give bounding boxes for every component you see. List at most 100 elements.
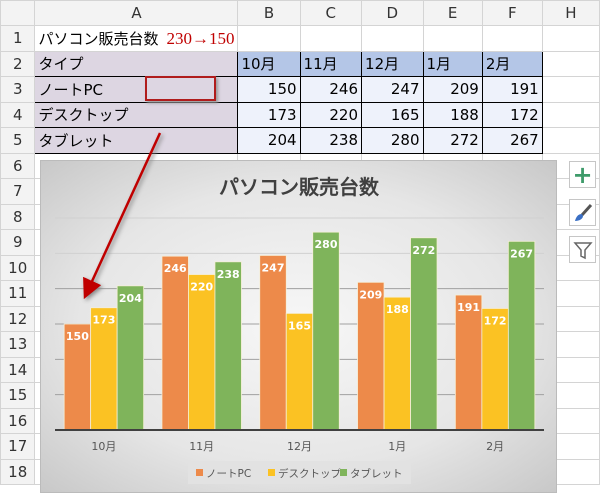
chart-title: パソコン販売台数 xyxy=(219,175,380,199)
chart[interactable]: パソコン販売台数 150 173 204 10月 246 220 238 11月 247 165 28… xyxy=(40,160,557,493)
data-label: 247 xyxy=(262,261,285,274)
legend-label: タブレット xyxy=(350,467,403,480)
data-label: 272 xyxy=(412,244,435,257)
cell[interactable]: 173 xyxy=(237,101,301,128)
column-header[interactable]: B xyxy=(237,0,301,26)
legend-swatch xyxy=(340,469,347,476)
cell[interactable]: 2月 xyxy=(481,50,543,77)
selected-cell-b3[interactable] xyxy=(145,76,216,101)
column-header[interactable]: H xyxy=(541,0,600,26)
cell[interactable]: 165 xyxy=(361,101,424,128)
cell[interactable]: 247 xyxy=(361,76,424,103)
data-label: 173 xyxy=(92,314,115,327)
legend-label: ノートPC xyxy=(206,468,251,480)
column-header[interactable]: C xyxy=(299,0,363,26)
row-header[interactable]: 7 xyxy=(0,178,36,205)
cell[interactable]: タブレット xyxy=(34,127,239,154)
cell[interactable]: 280 xyxy=(361,127,424,154)
cell[interactable]: デスクトップ xyxy=(34,101,239,128)
cell[interactable]: 150 xyxy=(237,76,301,103)
data-label: 188 xyxy=(386,303,409,316)
data-label: 172 xyxy=(484,314,507,327)
bar xyxy=(116,285,145,431)
bar xyxy=(481,308,509,431)
row-header[interactable]: 9 xyxy=(0,229,36,256)
cell[interactable]: 11月 xyxy=(299,50,363,77)
column-header[interactable]: D xyxy=(361,0,424,26)
chart-styles-button[interactable] xyxy=(569,199,596,226)
row-header[interactable]: 3 xyxy=(0,76,36,103)
bar xyxy=(259,255,287,431)
cell[interactable] xyxy=(481,25,543,52)
cell[interactable]: 204 xyxy=(237,127,301,154)
column-header[interactable]: F xyxy=(481,0,543,26)
bar xyxy=(214,261,242,431)
column-header[interactable]: E xyxy=(422,0,483,26)
row-header[interactable]: 15 xyxy=(0,382,36,409)
cell-text: パソコン販売台数 xyxy=(38,29,159,48)
cell[interactable]: 188 xyxy=(422,101,483,128)
cell[interactable] xyxy=(541,25,600,52)
cell[interactable]: 209 xyxy=(422,76,483,103)
bar xyxy=(90,307,118,431)
chart-filters-button[interactable] xyxy=(569,236,596,263)
cell[interactable]: 272 xyxy=(422,127,483,154)
cell[interactable] xyxy=(422,25,483,52)
bar xyxy=(357,281,385,431)
cell[interactable] xyxy=(541,50,600,77)
bar xyxy=(383,296,411,431)
row-header[interactable]: 18 xyxy=(0,458,36,485)
bar xyxy=(188,274,216,431)
category-label: 10月 xyxy=(91,440,116,453)
cell[interactable] xyxy=(361,25,424,52)
bar xyxy=(312,231,340,431)
row-header[interactable]: 4 xyxy=(0,101,36,128)
cell[interactable]: パソコン販売台数 230→150 xyxy=(34,25,239,52)
cell[interactable]: 172 xyxy=(481,101,543,128)
bar xyxy=(410,237,438,431)
row-header[interactable]: 12 xyxy=(0,305,36,332)
cell[interactable]: 238 xyxy=(299,127,363,154)
annotation-text: 230→150 xyxy=(166,28,235,48)
legend-swatch xyxy=(196,469,203,476)
category-label: 2月 xyxy=(486,440,504,453)
legend-box xyxy=(188,461,411,484)
row-header[interactable]: 14 xyxy=(0,356,36,383)
cell[interactable] xyxy=(237,25,301,52)
cell[interactable]: 1月 xyxy=(422,50,483,77)
cell[interactable] xyxy=(541,101,600,128)
plus-icon: + xyxy=(572,160,593,189)
cell[interactable] xyxy=(541,127,600,154)
cell[interactable]: 12月 xyxy=(361,50,424,77)
cell[interactable]: 220 xyxy=(299,101,363,128)
cell[interactable]: 191 xyxy=(481,76,543,103)
row-header[interactable]: 2 xyxy=(0,50,36,77)
row-header[interactable]: 6 xyxy=(0,152,36,179)
row-header[interactable]: 5 xyxy=(0,127,36,154)
select-all-corner[interactable] xyxy=(0,0,36,26)
data-label: 209 xyxy=(359,288,382,301)
cell[interactable] xyxy=(299,25,363,52)
row-header[interactable]: 11 xyxy=(0,280,36,307)
row-header[interactable]: 8 xyxy=(0,203,36,230)
brush-icon xyxy=(574,203,592,221)
column-header[interactable]: A xyxy=(34,0,239,26)
legend-swatch xyxy=(268,469,275,476)
data-label: 238 xyxy=(217,268,240,281)
cell[interactable]: 246 xyxy=(299,76,363,103)
row-header[interactable]: 1 xyxy=(0,25,36,52)
row-header[interactable]: 16 xyxy=(0,407,36,434)
category-label: 11月 xyxy=(189,440,214,453)
cell[interactable]: ノートPC xyxy=(34,76,239,103)
row-header[interactable]: 10 xyxy=(0,254,36,281)
row-header[interactable]: 13 xyxy=(0,331,36,358)
cell[interactable]: 10月 xyxy=(237,50,301,77)
cell[interactable]: タイプ xyxy=(34,50,239,77)
cell[interactable]: 267 xyxy=(481,127,543,154)
data-label: 191 xyxy=(457,301,480,314)
data-label: 150 xyxy=(66,330,89,343)
cell[interactable] xyxy=(541,76,600,103)
row-header[interactable]: 17 xyxy=(0,433,36,460)
chart-elements-button[interactable]: + xyxy=(569,161,596,188)
